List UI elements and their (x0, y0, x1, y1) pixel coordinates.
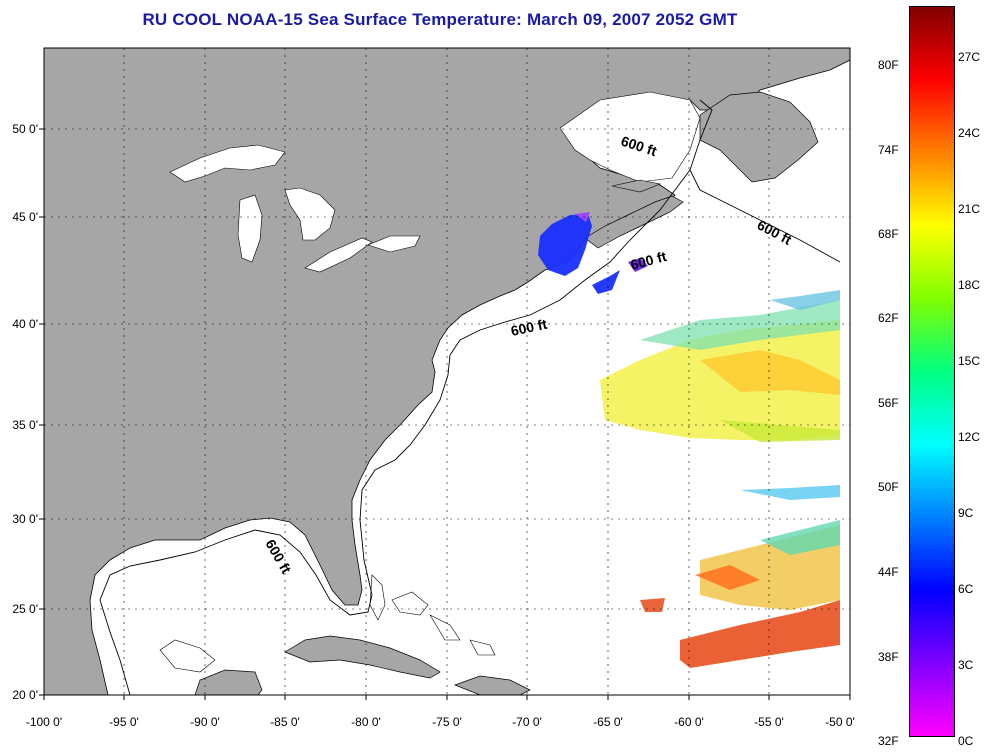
cuba (284, 635, 441, 679)
lake-huron (284, 187, 336, 241)
colorbar-c-label: 24C (958, 126, 981, 140)
lon-tick-label: -95 0' (109, 715, 139, 729)
lake-superior (169, 144, 286, 183)
lake-ontario (367, 235, 421, 253)
hispaniola (454, 675, 531, 695)
colorbar-c-label: 15C (958, 354, 981, 368)
lon-tick-label: -80 0' (351, 715, 381, 729)
colorbar-f-label: 68F (878, 227, 899, 241)
prince-edward-island (611, 179, 662, 193)
yucatan (194, 669, 263, 695)
lon-tick-label: -90 0' (190, 715, 220, 729)
sst-data-southern-swath (640, 520, 840, 668)
colorbar-f-label: 38F (878, 650, 899, 664)
shelf-contour (99, 99, 841, 695)
graticule (44, 48, 850, 695)
nova-scotia (584, 195, 684, 249)
lon-tick-label: -85 0' (270, 715, 300, 729)
sst-data-gulf-stream (600, 290, 840, 500)
frame-ticks (39, 128, 851, 700)
lat-tick-label: 20 0' (12, 688, 38, 702)
lon-tick-label: -50 0' (825, 715, 855, 729)
colorbar-f-label: 62F (878, 311, 899, 325)
lon-tick-label: -55 0' (754, 715, 784, 729)
colorbar-c-label: 18C (958, 278, 981, 292)
colorbar-c-label: 12C (958, 430, 981, 444)
lat-tick-label: 45 0' (12, 210, 38, 224)
lat-tick-label: 40 0' (12, 317, 38, 331)
lat-tick-label: 35 0' (12, 418, 38, 432)
lon-tick-label: -65 0' (593, 715, 623, 729)
lon-tick-label: -60 0' (674, 715, 704, 729)
lon-tick-label: -70 0' (512, 715, 542, 729)
colorbar-f-label: 44F (878, 565, 899, 579)
colorbar-f-label: 32F (878, 734, 899, 748)
temperature-colorbar (909, 6, 955, 737)
colorbar-c-label: 6C (958, 582, 974, 596)
map-title: RU COOL NOAA-15 Sea Surface Temperature:… (142, 10, 738, 29)
lat-tick-label: 30 0' (12, 512, 38, 526)
colorbar-f-label: 56F (878, 396, 899, 410)
colorbar-f-label: 50F (878, 480, 899, 494)
gulf-shelf-inner (159, 639, 216, 673)
colorbar-c-label: 3C (958, 658, 974, 672)
lon-tick-label: -100 0' (26, 715, 62, 729)
lat-tick-label: 50 0' (12, 122, 38, 136)
newfoundland (699, 91, 819, 183)
colorbar-f-label: 74F (878, 143, 899, 157)
depth-label-georges-bank: 600 ft (509, 316, 548, 339)
lat-tick-label: 25 0' (12, 602, 38, 616)
colorbar-c-label: 27C (958, 50, 981, 64)
bahamas-banks (369, 574, 496, 656)
lon-tick-label: -75 0' (432, 715, 462, 729)
colorbar-c-label: 0C (958, 734, 974, 748)
colorbar-c-label: 21C (958, 202, 981, 216)
colorbar-c-label: 9C (958, 506, 974, 520)
colorbar-f-label: 80F (878, 58, 899, 72)
sst-data-gulf-of-maine (538, 212, 648, 294)
lake-michigan (237, 194, 263, 263)
gulf-of-st-lawrence (559, 91, 701, 183)
lake-erie (304, 237, 373, 273)
